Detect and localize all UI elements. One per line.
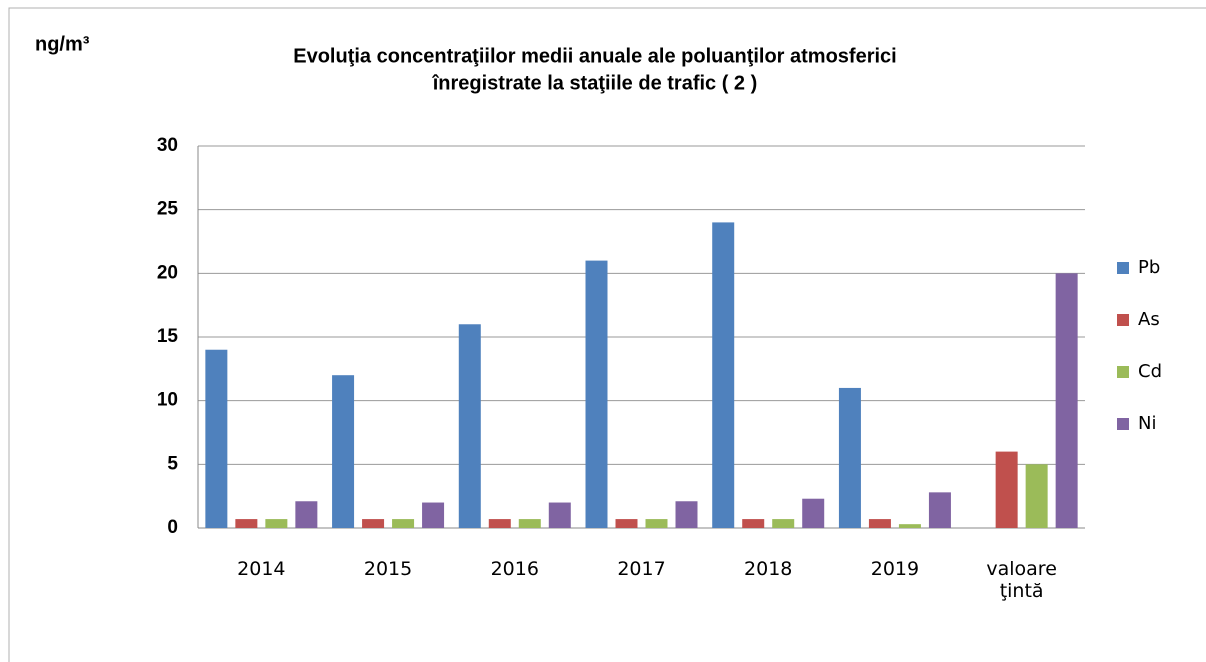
bar xyxy=(458,324,481,528)
x-tick-label: valoare ţintă xyxy=(986,558,1057,602)
frame xyxy=(8,7,1206,662)
bar xyxy=(928,492,951,528)
bar xyxy=(518,519,541,528)
bar xyxy=(995,451,1018,528)
bar xyxy=(235,519,258,528)
legend-swatch xyxy=(1117,418,1129,430)
y-tick-label: 10 xyxy=(157,390,178,411)
legend-label: Ni xyxy=(1138,413,1156,434)
bar xyxy=(838,387,861,528)
y-tick-label: 0 xyxy=(167,517,178,538)
legend-swatch xyxy=(1117,314,1129,326)
x-tick-label: 2016 xyxy=(490,558,539,580)
bar xyxy=(332,375,355,528)
bar xyxy=(1055,273,1078,528)
bar xyxy=(615,519,638,528)
y-tick-label: 25 xyxy=(157,199,179,220)
x-tick-label: 2014 xyxy=(237,558,286,580)
y-tick-label: 20 xyxy=(157,262,178,283)
x-tick-label: 2019 xyxy=(870,558,920,580)
bar xyxy=(802,498,825,528)
chart-title: Evoluţia concentraţiilor medii anuale al… xyxy=(293,45,896,67)
chart-title: înregistrate la staţiile de trafic ( 2 ) xyxy=(432,72,758,94)
x-tick-label-box: 2018 xyxy=(744,558,793,580)
x-tick-label-box: 2016 xyxy=(490,558,539,580)
bar xyxy=(548,502,571,528)
y-tick-label: 30 xyxy=(157,135,178,156)
legend-swatch xyxy=(1117,366,1129,378)
y-tick-label: 5 xyxy=(167,453,178,474)
bar xyxy=(712,222,735,528)
x-tick-label: 2015 xyxy=(363,558,413,580)
legend-label: Pb xyxy=(1138,257,1160,278)
bar xyxy=(675,501,698,528)
x-tick-label-box: 2019 xyxy=(870,558,920,580)
bar xyxy=(205,349,228,528)
bar xyxy=(265,519,288,528)
bar xyxy=(742,519,765,528)
bar xyxy=(585,260,608,528)
y-axis-label: ng/m³ xyxy=(35,33,90,55)
bar xyxy=(1025,464,1048,528)
legend-label: Cd xyxy=(1138,361,1162,382)
x-tick-label-box: 2015 xyxy=(363,558,413,580)
x-tick-label: 2017 xyxy=(617,558,666,580)
bar xyxy=(488,519,511,528)
x-tick-label-box: 2014 xyxy=(237,558,286,580)
bar xyxy=(868,519,891,528)
bar xyxy=(295,501,318,528)
bar xyxy=(772,519,795,528)
legend-label: As xyxy=(1138,309,1160,330)
bar xyxy=(645,519,668,528)
x-tick-label: 2018 xyxy=(744,558,793,580)
bar xyxy=(422,502,445,528)
bar xyxy=(392,519,415,528)
x-tick-label-box: 2017 xyxy=(617,558,666,580)
bar xyxy=(362,519,385,528)
x-tick-label-box: valoare ţintă xyxy=(986,558,1057,602)
legend-swatch xyxy=(1117,262,1129,274)
y-tick-label: 15 xyxy=(157,326,179,347)
bar xyxy=(898,524,921,528)
